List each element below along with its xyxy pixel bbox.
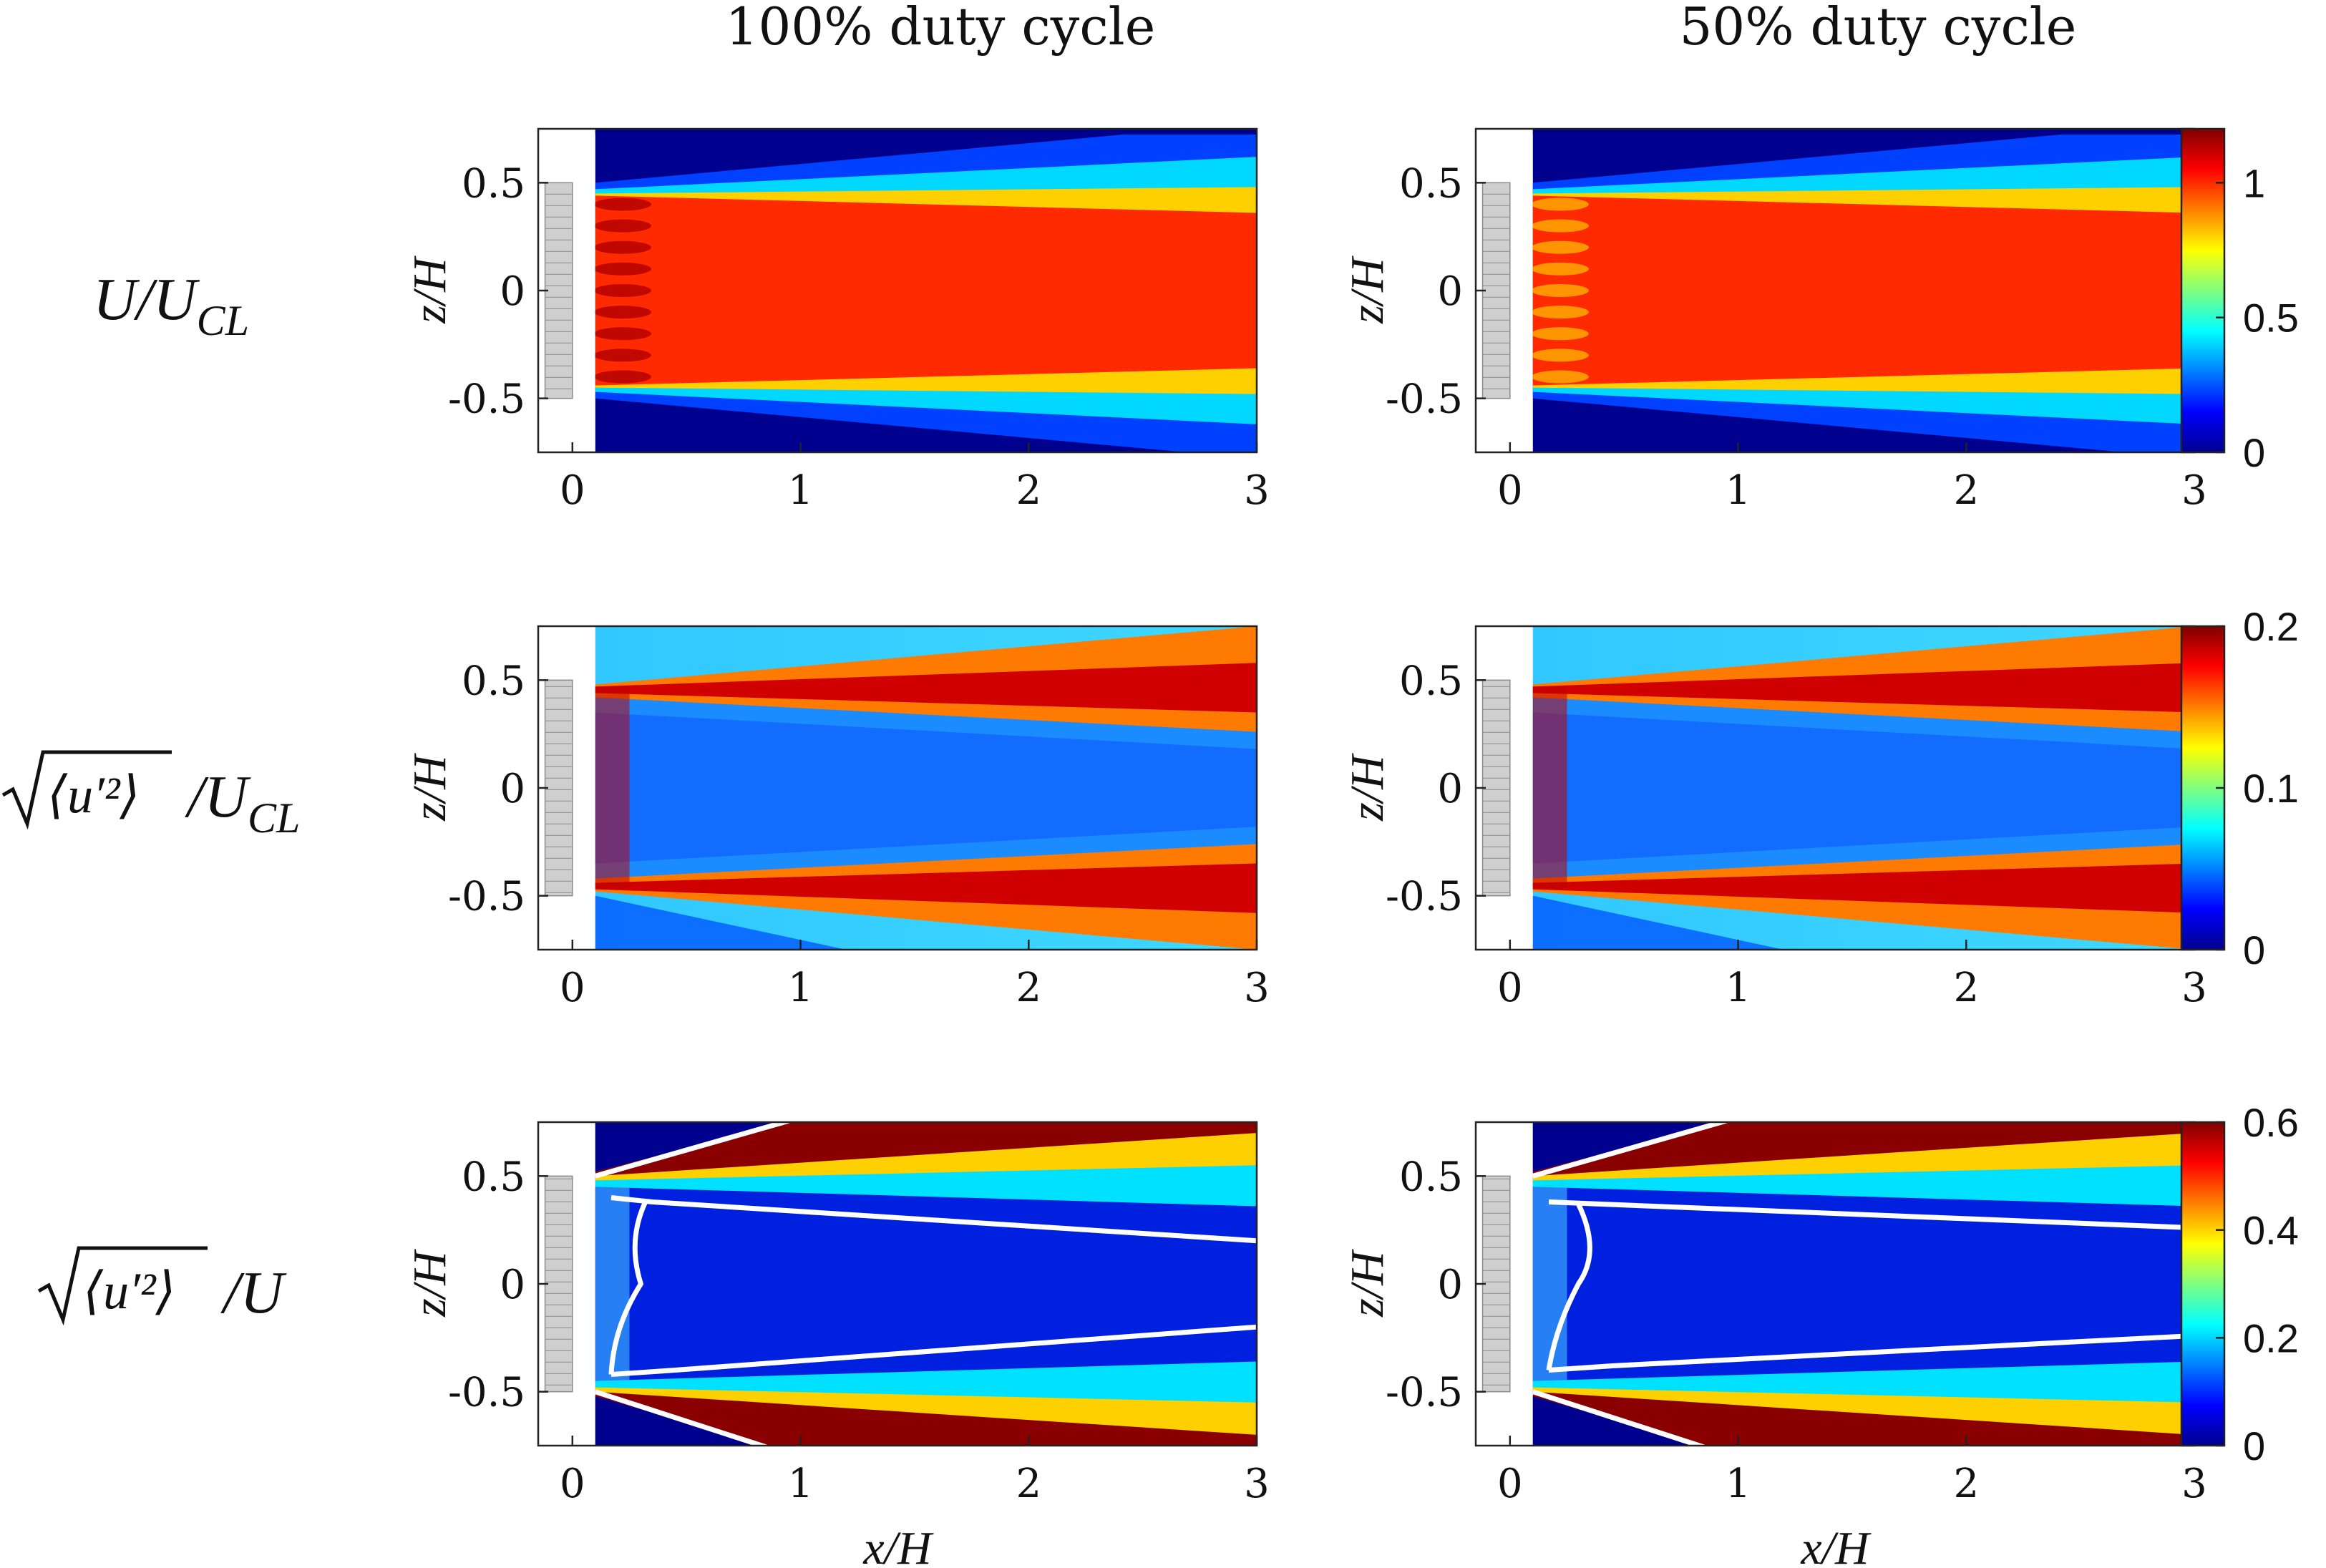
colorbar-tick-label: 0.2 [2243,1315,2299,1360]
x-tick-label: 1 [788,1461,814,1507]
colorbar-tick-label: 0.5 [2243,296,2299,341]
x-tick-label: 0 [1497,965,1523,1011]
x-tick-label: 3 [2181,467,2207,514]
x-tick-label: 0 [1497,1461,1523,1507]
panel-r3-c1: 0.5 0 -0.5 0 1 2 3 z/H x/H [404,1121,1270,1568]
colorbar-tick-label: 0.1 [2243,766,2299,811]
x-tick-label: 3 [1244,965,1270,1011]
colorbar-2: 0.2 0.1 0 [2180,604,2299,973]
x-tick-label: 1 [1726,467,1751,514]
x-tick-label: 0 [560,1461,585,1507]
colorbar-tick-label: 0.4 [2243,1208,2299,1253]
contour-inner [1546,1199,2195,1373]
x-tick-label: 2 [1016,1461,1041,1507]
panel-r1-c2: 0.5 0 -0.5 0 1 2 3 z/H [1341,127,2207,514]
x-tick-label: 0 [560,965,585,1011]
nozzle-block [544,1175,573,1393]
panel-r1-c1: 0.5 0 -0.5 0 1 2 3 z/H [404,127,1270,514]
y-tick-label: 0.5 [462,658,525,704]
colorbar-tick-label: 0 [2243,1423,2265,1469]
nozzle-block [544,679,573,897]
y-axis-label: z/H [1341,255,1393,324]
y-tick-label: -0.5 [1386,376,1463,423]
x-tick-label: 2 [1953,965,1979,1011]
y-tick-label: 0.5 [1399,658,1463,704]
x-tick-label: 3 [2181,1461,2207,1507]
colorbar-tick-label: 0.2 [2243,604,2299,649]
row-label-2: ⟨u′²⟩ /UCL [1,750,300,842]
x-axis-label: x/H [1800,1522,1872,1568]
x-tick-label: 3 [2181,965,2207,1011]
x-tick-label: 2 [1016,467,1041,514]
row-label-3: ⟨u′²⟩ /U [37,1246,287,1326]
y-tick-label: -0.5 [448,874,525,920]
contour-inner [608,1194,1257,1378]
y-axis-label: z/H [1341,753,1393,822]
radical-sign [1,750,172,830]
y-tick-label: -0.5 [448,1370,525,1416]
y-tick-label: 0 [500,268,525,315]
y-tick-label: 0 [1437,766,1463,812]
colorbar-tick-label: 0.6 [2243,1100,2299,1145]
y-tick-label: 0 [1437,1262,1463,1308]
x-tick-label: 2 [1953,467,1979,514]
x-tick-label: 3 [1244,467,1270,514]
row-label-inner: ⟨u′²⟩ [83,1262,176,1320]
y-axis-label: z/H [1341,1249,1393,1318]
row-label-main: /U [220,1260,287,1326]
x-tick-label: 1 [1726,965,1751,1011]
y-axis-label: z/H [404,753,456,822]
panel-r2-c2: 0.5 0 -0.5 0 1 2 3 z/H [1341,625,2207,1011]
row-label-1: U/UCL [93,266,249,344]
nozzle-block [544,182,573,399]
panel-r3-c2: 0.5 0 -0.5 0 1 2 3 z/H x/H [1341,1121,2207,1568]
contour-outer [595,1122,790,1446]
y-tick-label: 0.5 [1399,1154,1463,1200]
y-tick-label: 0.5 [1399,160,1463,207]
colorbar-1: 10.50 [2180,127,2299,475]
row-label-inner: ⟨u′²⟩ [47,766,140,824]
radical-sign [37,1246,208,1326]
x-tick-label: 1 [1726,1461,1751,1507]
column-title-2: 50% duty cycle [1680,0,2077,57]
y-tick-label: 0 [1437,268,1463,315]
row-label-main: /UCL [185,764,300,842]
y-tick-label: 0 [500,1262,525,1308]
x-tick-label: 0 [560,467,585,514]
colorbar-tick-label: 0 [2243,927,2265,973]
y-tick-label: -0.5 [1386,874,1463,920]
panel-r2-c1: 0.5 0 -0.5 0 1 2 3 z/H [404,625,1270,1011]
y-tick-label: -0.5 [1386,1370,1463,1416]
nozzle-block [1481,1175,1511,1393]
x-tick-label: 1 [788,965,814,1011]
x-tick-label: 0 [1497,467,1523,514]
x-tick-label: 2 [1953,1461,1979,1507]
y-tick-label: 0.5 [462,1154,525,1200]
y-tick-label: 0.5 [462,160,525,207]
x-axis-label: x/H [862,1522,934,1568]
contour-outer [1532,1122,1728,1446]
x-tick-label: 2 [1016,965,1041,1011]
nozzle-block [1481,182,1511,399]
y-axis-label: z/H [404,1249,456,1318]
colorbar-3: 0.6 0.4 0.2 0 [2180,1100,2299,1469]
y-tick-label: 0 [500,766,525,812]
colorbar-tick-label: 1 [2243,160,2265,205]
nozzle-block [1481,679,1511,897]
x-tick-label: 1 [788,467,814,514]
column-title-1: 100% duty cycle [726,0,1156,57]
y-tick-label: -0.5 [448,376,525,423]
x-tick-label: 3 [1244,1461,1270,1507]
colorbar-tick-label: 0 [2243,430,2265,475]
row-3: ⟨u′²⟩ /U 0.5 0 -0.5 0 1 2 3 z/H x/H 0.5 0 -0.5 0 1 2 3 z/H… [37,1100,2299,1568]
y-axis-label: z/H [404,255,456,324]
